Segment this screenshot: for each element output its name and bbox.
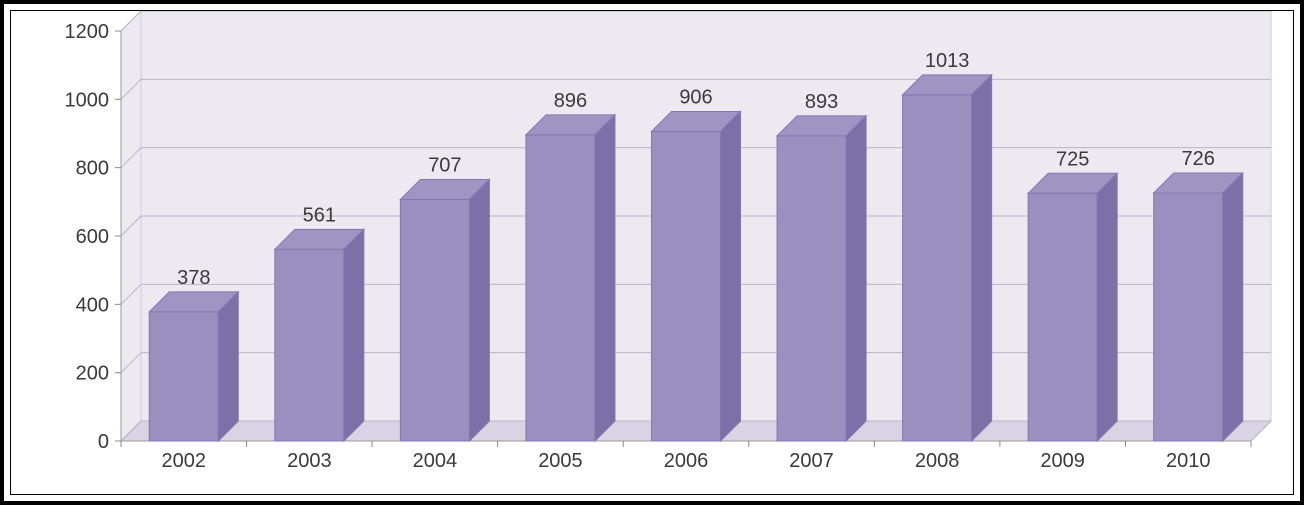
category-label: 2004 — [413, 450, 458, 472]
value-label: 726 — [1182, 148, 1215, 170]
bar — [526, 115, 615, 441]
bar — [1028, 173, 1117, 441]
category-label: 2002 — [162, 450, 207, 472]
category-label: 2008 — [915, 450, 960, 472]
value-label: 1013 — [925, 50, 970, 72]
category-label: 2007 — [789, 450, 834, 472]
bar — [275, 229, 364, 441]
bar — [777, 116, 866, 441]
y-tick-label: 1000 — [65, 89, 110, 111]
category-label: 2003 — [287, 450, 332, 472]
y-tick-label: 0 — [98, 431, 109, 453]
category-label: 2006 — [664, 450, 709, 472]
bar — [651, 111, 740, 441]
bar — [400, 179, 489, 441]
category-label: 2005 — [538, 450, 583, 472]
bar — [1154, 173, 1243, 441]
y-tick-label: 1200 — [65, 21, 110, 43]
y-tick-label: 600 — [76, 226, 109, 248]
category-label: 2009 — [1040, 450, 1085, 472]
category-label: 2010 — [1166, 450, 1211, 472]
inner-frame: 0 200 400 600 800 1000 1200 378 2002 561 2003 707 20… — [10, 10, 1294, 495]
bar — [149, 292, 238, 441]
y-tick-label: 800 — [76, 158, 109, 180]
y-tick-label: 400 — [76, 294, 109, 316]
bar-chart: 0 200 400 600 800 1000 1200 378 2002 561 2003 707 20… — [11, 11, 1293, 494]
value-label: 707 — [428, 154, 461, 176]
value-label: 561 — [303, 204, 336, 226]
value-label: 893 — [805, 91, 838, 113]
value-label: 378 — [177, 267, 210, 289]
y-tick-label: 200 — [76, 363, 109, 385]
value-label: 906 — [679, 86, 712, 108]
value-label: 725 — [1056, 148, 1089, 170]
outer-frame: 0 200 400 600 800 1000 1200 378 2002 561 2003 707 20… — [0, 0, 1304, 505]
bar — [903, 75, 992, 441]
value-label: 896 — [554, 90, 587, 112]
